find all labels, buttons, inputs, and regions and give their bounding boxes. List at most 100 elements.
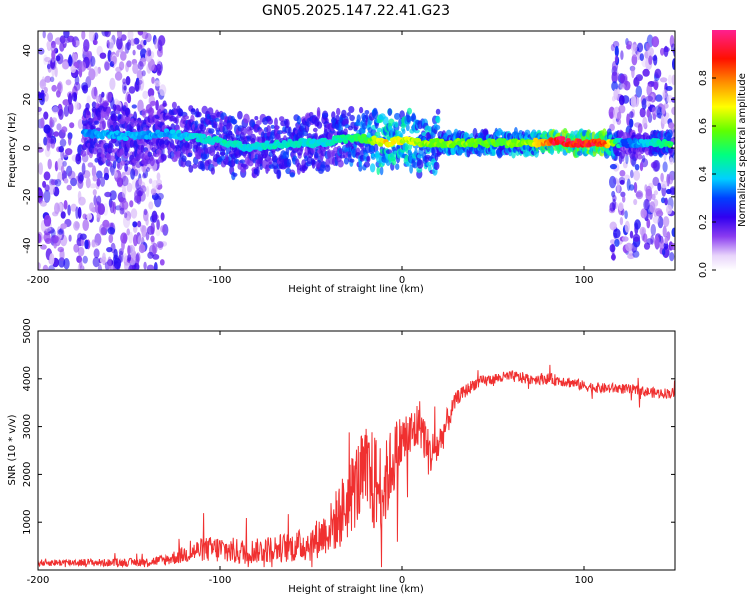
noise-cell <box>109 200 115 214</box>
noise-cell <box>653 190 659 196</box>
noise-cell <box>609 175 617 189</box>
noise-cell <box>618 104 626 114</box>
noise-cell <box>660 47 665 56</box>
noise-cell <box>629 111 634 119</box>
noise-cell <box>641 154 646 163</box>
noise-cell <box>649 201 656 214</box>
y-tick-label: 2000 <box>22 462 33 487</box>
noise-cell <box>107 256 112 270</box>
noise-cell <box>137 234 144 246</box>
noise-cell <box>43 214 52 227</box>
track-cell <box>123 136 129 142</box>
noise-cell <box>610 44 616 52</box>
noise-cell <box>608 106 615 119</box>
noise-cell <box>619 217 624 226</box>
chart-title: GN05.2025.147.22.41.G23 <box>262 3 450 19</box>
noise-cell <box>97 264 102 270</box>
noise-cell <box>618 202 624 212</box>
noise-cell <box>136 69 144 80</box>
halo-cell <box>208 128 215 134</box>
halo-cell <box>320 161 327 169</box>
noise-cell <box>47 63 51 70</box>
noise-cell <box>48 265 55 270</box>
noise-cell <box>132 221 138 228</box>
noise-cell <box>57 171 63 183</box>
halo-cell <box>382 116 389 126</box>
noise-cell <box>148 201 154 210</box>
halo-cell <box>219 151 226 156</box>
noise-cell <box>136 44 143 50</box>
halo-cell <box>433 161 440 171</box>
noise-cell <box>107 227 116 235</box>
halo-cell <box>100 110 108 118</box>
noise-cell <box>156 63 162 71</box>
halo-cell <box>374 131 381 137</box>
noise-cell <box>127 31 134 40</box>
noise-cell <box>69 122 75 129</box>
noise-cell <box>669 157 674 165</box>
halo-cell <box>232 172 238 177</box>
noise-cell <box>665 86 673 91</box>
noise-cell <box>663 242 669 250</box>
noise-cell <box>106 247 113 253</box>
noise-cell <box>77 190 82 202</box>
noise-cell <box>135 253 140 267</box>
noise-cell <box>613 88 618 101</box>
halo-cell <box>435 115 441 124</box>
noise-cell <box>44 75 52 83</box>
noise-cell <box>136 79 143 85</box>
track-cell <box>472 143 479 148</box>
noise-cell <box>99 176 106 187</box>
noise-cell <box>660 180 668 189</box>
noise-cell <box>159 84 167 96</box>
noise-cell <box>651 193 656 201</box>
noise-cell <box>73 81 81 91</box>
halo-cell <box>349 114 355 122</box>
halo-cell <box>491 149 496 157</box>
halo-cell <box>213 120 218 129</box>
noise-cell <box>650 234 655 245</box>
noise-cell <box>96 177 101 187</box>
noise-cell <box>664 237 668 244</box>
noise-cell <box>60 211 66 219</box>
halo-cell <box>285 118 290 129</box>
noise-cell <box>619 74 625 84</box>
noise-cell <box>39 79 47 90</box>
noise-cell <box>631 65 635 79</box>
noise-cell <box>672 58 675 70</box>
noise-cell <box>646 100 651 107</box>
halo-cell <box>112 160 117 169</box>
halo-cell <box>185 160 192 167</box>
noise-cell <box>77 118 84 130</box>
halo-cell <box>112 104 117 112</box>
halo-cell <box>93 120 100 125</box>
noise-cell <box>46 139 51 152</box>
noise-cell <box>100 227 107 235</box>
noise-cell <box>662 89 668 99</box>
noise-cell <box>629 118 634 128</box>
noise-cell <box>111 55 117 65</box>
noise-cell <box>49 57 57 70</box>
noise-cell <box>669 187 675 196</box>
noise-cell <box>646 42 650 51</box>
noise-cell <box>72 53 78 62</box>
noise-cell <box>160 212 165 221</box>
halo-cell <box>108 140 113 150</box>
noise-cell <box>132 63 139 75</box>
noise-cell <box>38 190 44 200</box>
noise-cell <box>96 195 102 206</box>
noise-cell <box>621 236 629 242</box>
halo-cell <box>298 130 305 139</box>
noise-cell <box>137 31 144 36</box>
noise-cell <box>61 61 69 70</box>
noise-cell <box>632 250 640 258</box>
halo-cell <box>296 115 301 125</box>
noise-cell <box>43 111 49 120</box>
noise-cell <box>138 243 146 254</box>
noise-cell <box>640 208 647 219</box>
noise-cell <box>75 206 79 219</box>
noise-cell <box>153 262 158 270</box>
noise-cell <box>75 154 82 165</box>
noise-cell <box>63 105 70 117</box>
